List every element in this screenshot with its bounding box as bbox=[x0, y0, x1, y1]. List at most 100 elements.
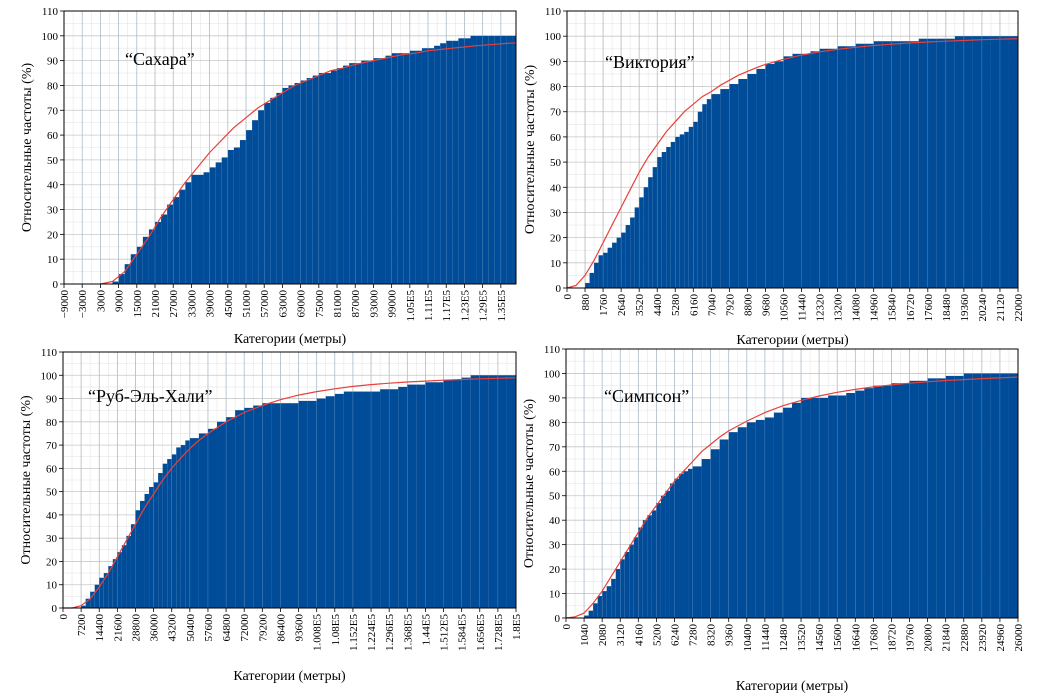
bar bbox=[584, 615, 589, 618]
y-tick-label: 70 bbox=[47, 105, 59, 117]
bar bbox=[482, 35, 489, 285]
x-tick-label: 15000 bbox=[132, 290, 144, 318]
bar bbox=[209, 167, 216, 284]
bar bbox=[155, 221, 162, 284]
bar bbox=[665, 490, 670, 618]
y-tick-label: 50 bbox=[46, 487, 58, 499]
bar bbox=[282, 87, 289, 284]
bar bbox=[693, 121, 698, 288]
x-tick-label: 1.05E5 bbox=[405, 290, 417, 322]
bar bbox=[954, 375, 964, 618]
bar bbox=[728, 432, 738, 618]
x-tick-label: 50400 bbox=[185, 614, 197, 642]
bar bbox=[710, 449, 720, 618]
x-tick-label: 33000 bbox=[186, 290, 198, 318]
bar bbox=[121, 545, 127, 608]
bar bbox=[227, 149, 234, 284]
bar bbox=[688, 468, 693, 618]
bar bbox=[639, 197, 644, 288]
bar bbox=[882, 385, 892, 618]
bar bbox=[428, 48, 435, 285]
bar bbox=[189, 438, 199, 608]
bar bbox=[620, 559, 625, 618]
bar bbox=[397, 53, 404, 284]
x-tick-label: 9000 bbox=[114, 290, 126, 313]
bar bbox=[334, 393, 344, 608]
x-tick-label: 51000 bbox=[241, 290, 253, 318]
x-tick-label: 11440 bbox=[760, 624, 772, 652]
bar bbox=[936, 378, 946, 618]
x-tick-label: 1.008E5 bbox=[312, 614, 324, 651]
bar bbox=[675, 136, 680, 288]
y-tick-label: 100 bbox=[545, 31, 562, 43]
bar bbox=[461, 377, 471, 608]
x-tick-label: 20240 bbox=[977, 294, 989, 322]
y-tick-label: 90 bbox=[550, 56, 562, 68]
x-tick-label: 19360 bbox=[959, 294, 971, 322]
chart-panel-1: 0 10 20 30 40 50 60 70 80 90 100 110 0 880 1760 2640 352… bbox=[523, 6, 1025, 348]
bar bbox=[389, 389, 399, 608]
x-tick-label: 1.584E5 bbox=[457, 614, 469, 651]
y-tick-label: 80 bbox=[46, 417, 58, 429]
bar bbox=[343, 391, 353, 608]
y-tick-label: 110 bbox=[42, 6, 59, 18]
bar bbox=[191, 174, 198, 284]
bar bbox=[215, 162, 222, 284]
x-tick-label: 16720 bbox=[905, 294, 917, 322]
bar bbox=[252, 120, 259, 284]
bar bbox=[203, 172, 210, 284]
bar bbox=[873, 385, 883, 618]
bar bbox=[855, 43, 865, 289]
bar bbox=[307, 400, 317, 608]
bar bbox=[452, 379, 462, 608]
bar bbox=[158, 473, 163, 608]
bar bbox=[124, 264, 131, 284]
x-tick-label: 18720 bbox=[886, 624, 898, 652]
y-tick-label: 0 bbox=[556, 283, 562, 295]
bar bbox=[103, 573, 109, 608]
x-tick-label: 21840 bbox=[941, 624, 953, 652]
x-tick-label: 10560 bbox=[778, 294, 790, 322]
x-tick-label: 880 bbox=[580, 294, 592, 311]
x-tick-label: 1.152E5 bbox=[348, 614, 360, 651]
x-tick-label: 26000 bbox=[1013, 624, 1025, 652]
x-tick-label: 1760 bbox=[598, 294, 610, 317]
bar bbox=[185, 440, 190, 608]
x-tick-label: 72000 bbox=[239, 614, 251, 642]
x-tick-label: 10400 bbox=[742, 624, 754, 652]
x-tick-label: 22880 bbox=[959, 624, 971, 652]
bar bbox=[999, 36, 1009, 288]
chart-panel-3: 0 10 20 30 40 50 60 70 80 90 100 110 0 1040 2080 3120 41… bbox=[522, 344, 1025, 694]
x-tick-label: 6240 bbox=[669, 624, 681, 647]
bar bbox=[660, 495, 666, 618]
plot-frame bbox=[565, 348, 1019, 619]
bar bbox=[488, 375, 498, 608]
plot-frame bbox=[62, 351, 517, 609]
y-tick-label: 50 bbox=[549, 491, 561, 503]
bar bbox=[361, 60, 368, 284]
bar bbox=[407, 384, 417, 608]
bar bbox=[300, 80, 307, 284]
bar bbox=[126, 535, 131, 608]
x-tick-label: 5200 bbox=[651, 624, 663, 647]
bar bbox=[774, 61, 784, 289]
bar bbox=[679, 473, 684, 618]
x-tick-label: 36000 bbox=[149, 614, 161, 642]
x-tick-label: 1.296E5 bbox=[384, 614, 396, 651]
bar bbox=[701, 459, 711, 618]
bar bbox=[873, 41, 883, 288]
y-tick-label: 50 bbox=[550, 157, 562, 169]
bar bbox=[630, 217, 635, 288]
bar bbox=[207, 428, 218, 608]
bar bbox=[674, 478, 679, 618]
bar bbox=[470, 375, 480, 608]
bar bbox=[316, 398, 326, 608]
bar bbox=[403, 53, 410, 284]
y-tick-label: 0 bbox=[53, 279, 59, 291]
bar bbox=[837, 46, 847, 288]
x-tick-label: 7920 bbox=[724, 294, 736, 317]
bar bbox=[167, 459, 172, 608]
bar bbox=[312, 75, 319, 284]
x-tick-label: 57600 bbox=[203, 614, 215, 642]
y-tick-label: 10 bbox=[46, 580, 58, 592]
